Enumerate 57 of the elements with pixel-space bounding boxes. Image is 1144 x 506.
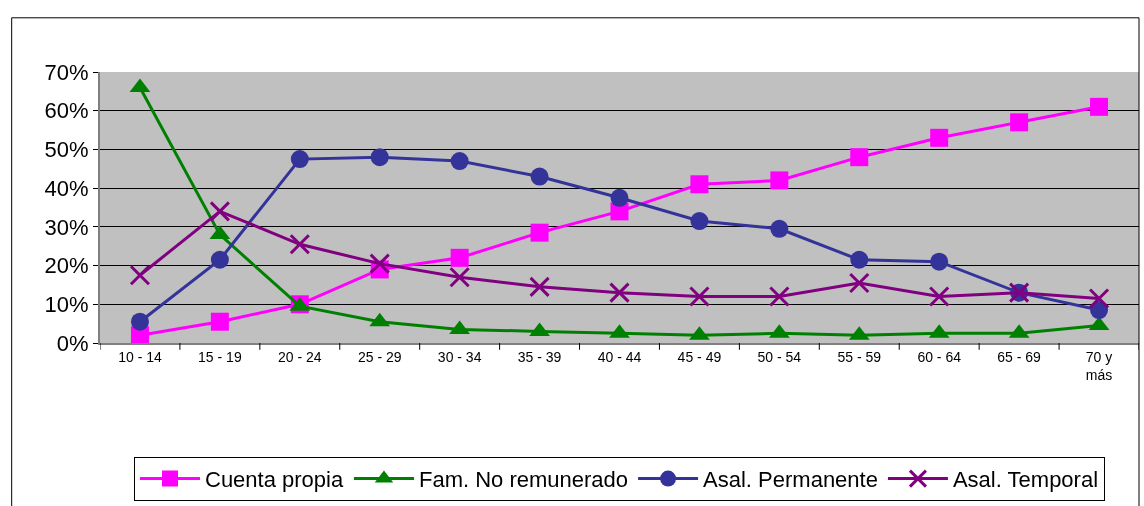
y-tick-label: 30% <box>44 214 89 240</box>
point <box>690 212 709 231</box>
point <box>609 282 630 304</box>
point <box>449 266 471 288</box>
point <box>770 171 789 190</box>
x-tick-label: 30 - 34 <box>437 348 482 365</box>
point <box>210 312 229 331</box>
point <box>688 286 710 308</box>
point <box>610 188 629 207</box>
legend-label: Fam. No remunerado <box>418 467 629 493</box>
y-tick-label: 50% <box>44 137 89 163</box>
point <box>930 128 949 147</box>
x-tick-label: 55 - 59 <box>837 348 882 365</box>
point <box>768 286 790 308</box>
y-tick-label: 60% <box>44 98 89 124</box>
point <box>530 223 549 242</box>
x-tick-label: 25 - 29 <box>357 348 402 365</box>
point <box>1010 113 1029 132</box>
legend-label: Asal. Temporal <box>952 467 1099 493</box>
point <box>210 250 229 269</box>
x-tick-label: 35 - 39 <box>517 348 562 365</box>
point <box>369 253 391 275</box>
x-tick-label: 65 - 69 <box>997 348 1042 365</box>
point <box>450 152 469 171</box>
y-tick-label: 20% <box>44 253 89 279</box>
point <box>450 248 469 267</box>
x-tick-label: 70 y más <box>1085 348 1113 383</box>
point <box>690 175 709 194</box>
x-tick-label: 50 - 54 <box>757 348 802 365</box>
point <box>130 312 149 331</box>
legend-label: Cuenta propia <box>205 467 344 493</box>
y-tick-label: 40% <box>44 175 89 201</box>
point <box>129 264 151 286</box>
x-tick-label: 10 - 14 <box>118 348 162 365</box>
y-tick-label: 10% <box>44 291 89 317</box>
legend-label: Asal. Permanente <box>703 467 878 493</box>
point <box>850 250 869 269</box>
point <box>928 286 950 308</box>
y-tick-label: 70% <box>44 59 89 85</box>
point <box>209 200 231 222</box>
x-tick-label: 45 - 49 <box>677 348 722 365</box>
point <box>850 148 869 167</box>
point <box>1088 287 1110 309</box>
point <box>930 252 949 271</box>
point <box>530 167 549 186</box>
y-tick-label: 0% <box>56 330 89 356</box>
point <box>770 219 789 238</box>
point <box>529 276 551 298</box>
point <box>848 272 870 294</box>
x-tick-label: 20 - 24 <box>278 348 322 365</box>
x-tick-label: 15 - 19 <box>198 348 242 365</box>
point <box>290 150 309 169</box>
point <box>370 148 389 167</box>
point <box>1090 97 1109 116</box>
point <box>289 233 311 255</box>
x-tick-label: 40 - 44 <box>597 348 642 365</box>
x-tick-label: 60 - 64 <box>917 348 962 365</box>
